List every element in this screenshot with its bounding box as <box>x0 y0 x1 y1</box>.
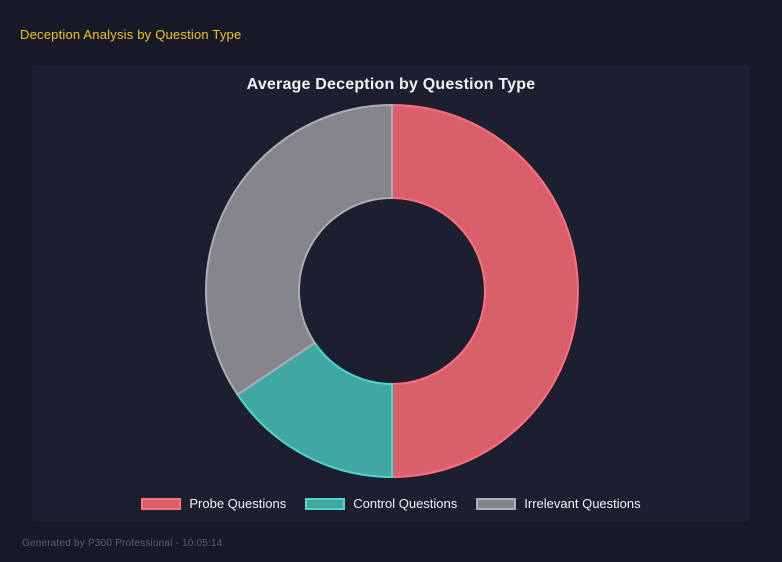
legend-item-control[interactable]: Control Questions <box>305 496 457 511</box>
legend-label-probe: Probe Questions <box>189 496 287 511</box>
footer-status-text: Generated by P300 Professional - 10:05:1… <box>22 538 223 549</box>
legend-swatch-probe <box>141 497 182 510</box>
legend-label-control: Control Questions <box>353 496 458 511</box>
legend-swatch-control <box>305 497 346 510</box>
legend-item-irrelevant[interactable]: Irrelevant Questions <box>476 496 641 511</box>
donut-chart[interactable] <box>192 91 592 491</box>
donut-segment-0[interactable] <box>391 104 579 478</box>
legend-swatch-irrelevant <box>476 497 517 510</box>
donut-segment-1[interactable] <box>236 341 393 478</box>
chart-panel: Average Deception by Question Type Probe… <box>32 65 750 522</box>
donut-segment-2[interactable] <box>205 104 393 396</box>
legend-item-probe[interactable]: Probe Questions <box>141 496 286 511</box>
chart-legend: Probe Questions Control Questions Irrele… <box>32 496 750 511</box>
chart-title: Average Deception by Question Type <box>246 76 536 93</box>
page-title: Deception Analysis by Question Type <box>20 27 242 42</box>
legend-label-irrelevant: Irrelevant Questions <box>524 496 641 511</box>
